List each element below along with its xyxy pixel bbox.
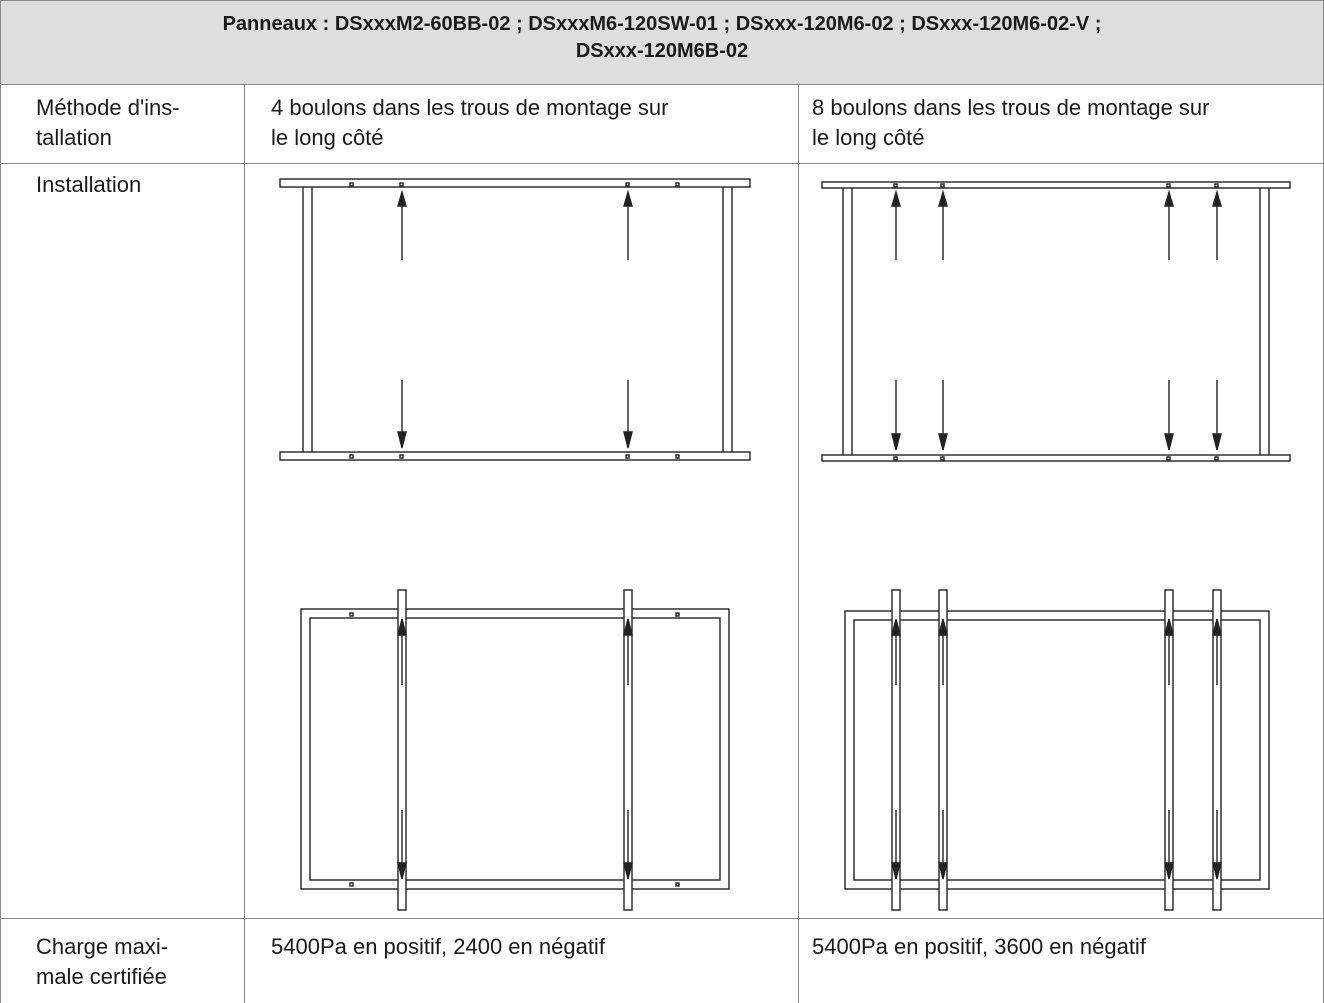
- grid-line: [0, 0, 1324, 1]
- row-label-installation: Installation: [36, 172, 142, 197]
- grid-line: [0, 0, 1, 1003]
- cell-line: 4 boulons dans les trous de montage sur: [271, 95, 669, 120]
- methode-cell-4-bolts: 4 boulons dans les trous de montage sur …: [271, 93, 791, 153]
- table-header-title: Panneaux : DSxxxM2-60BB-02 ; DSxxxM6-120…: [10, 11, 1314, 65]
- drawing-4-bolts-rails: [270, 172, 770, 472]
- cell-line: 8 boulons dans les trous de montage sur: [812, 95, 1210, 120]
- cell-line: le long côté: [271, 125, 384, 150]
- drawing-4-bolts-frame: [270, 585, 770, 915]
- row-label-line: Méthode d'ins-: [36, 95, 180, 120]
- grid-line: [0, 918, 1324, 919]
- header-line-1: Panneaux : DSxxxM2-60BB-02 ; DSxxxM6-120…: [222, 13, 1102, 35]
- grid-line: [798, 84, 799, 1003]
- row-label-line: male certifiée: [36, 964, 167, 989]
- row-label-line: tallation: [36, 125, 112, 150]
- row-label-line: Charge maxi-: [36, 934, 169, 959]
- charge-cell-8-bolts: 5400Pa en positif, 3600 en négatif: [812, 934, 1146, 959]
- grid-line: [0, 163, 1324, 164]
- cell-line: le long côté: [812, 125, 925, 150]
- grid-line: [244, 84, 245, 1003]
- table-header: [0, 0, 1324, 84]
- drawing-8-bolts-rails: [812, 172, 1302, 472]
- row-label-methode: Méthode d'ins- tallation: [36, 93, 236, 153]
- charge-cell-4-bolts: 5400Pa en positif, 2400 en négatif: [271, 934, 605, 959]
- methode-cell-8-bolts: 8 boulons dans les trous de montage sur …: [812, 93, 1317, 153]
- drawing-8-bolts-frame: [812, 585, 1302, 915]
- row-label-charge: Charge maxi- male certifiée: [36, 932, 236, 992]
- grid-line: [0, 84, 1324, 85]
- header-line-2: DSxxx-120M6B-02: [575, 40, 749, 62]
